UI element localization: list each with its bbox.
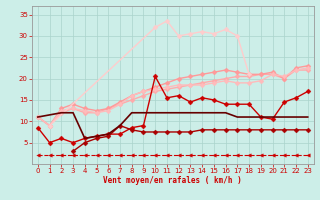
- X-axis label: Vent moyen/en rafales ( km/h ): Vent moyen/en rafales ( km/h ): [103, 176, 242, 185]
